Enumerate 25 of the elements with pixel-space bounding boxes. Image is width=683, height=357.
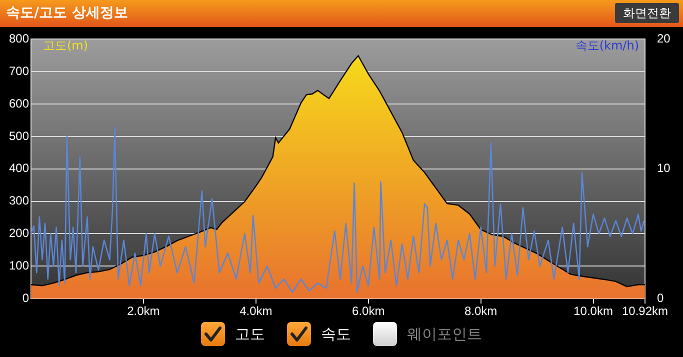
y-tick-label: 600 [8, 96, 30, 110]
x-tick-label: 10.0km [574, 304, 613, 318]
y-tick-label: 100 [8, 258, 30, 272]
y2-tick-label: 20 [657, 32, 671, 46]
x-tick-label: 8.0km [464, 304, 498, 318]
legend-label: 고도 [235, 324, 265, 344]
text: 웨이포인트 [407, 324, 482, 344]
y-tick-label: 500 [8, 128, 30, 143]
text: 화면전환 [615, 3, 679, 23]
y-tick-label: 300 [8, 194, 30, 208]
x-tick-label: 10.92km [622, 304, 668, 318]
y-tick-label: 400 [8, 161, 30, 176]
y-tick-label: 200 [8, 226, 30, 240]
y-axis-title: 고도(m) [43, 38, 88, 52]
chart-title: 속도/고도 상세정보 [6, 4, 128, 22]
y-tick-label: 700 [8, 64, 30, 78]
y2-axis-title: 속도(km/h) [575, 38, 639, 52]
y2-tick-label: 10 [657, 161, 671, 176]
x-tick-label: 2.0km [127, 304, 160, 318]
y-tick-label: 800 [8, 32, 30, 46]
x-tick-label: 4.0km [240, 304, 272, 318]
y-tick-label: 0 [22, 290, 30, 305]
legend-label: 속도 [321, 324, 351, 344]
x-tick-label: 6.0km [352, 304, 385, 318]
y2-tick-label: 0 [657, 290, 664, 305]
